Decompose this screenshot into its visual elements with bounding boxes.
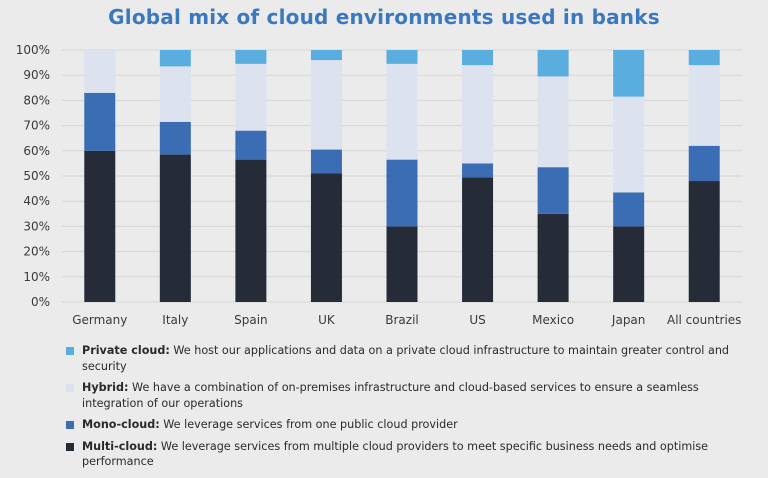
x-tick-label: Japan bbox=[611, 313, 645, 327]
y-tick-label: 70% bbox=[23, 119, 50, 133]
y-tick-label: 40% bbox=[23, 194, 50, 208]
bar-segment-multi-cloud bbox=[310, 173, 342, 302]
legend-item-multi-cloud: Multi-cloud: We leverage services from m… bbox=[66, 439, 746, 470]
y-tick-label: 100% bbox=[16, 43, 50, 57]
bar-segment-multi-cloud bbox=[159, 154, 191, 302]
x-tick-label: All countries bbox=[667, 313, 741, 327]
legend-item-private-cloud: Private cloud: We host our applications … bbox=[66, 343, 746, 374]
bar-segment-private-cloud bbox=[159, 50, 191, 67]
y-tick-label: 60% bbox=[23, 144, 50, 158]
legend-item-mono-cloud: Mono-cloud: We leverage services from on… bbox=[66, 417, 746, 433]
chart-title: Global mix of cloud environments used in… bbox=[108, 5, 660, 29]
bar-segment-multi-cloud bbox=[235, 159, 267, 302]
legend-label: Multi-cloud: bbox=[82, 439, 158, 453]
x-tick-label: Spain bbox=[234, 313, 268, 327]
legend-label: Hybrid: bbox=[82, 381, 129, 394]
bar-segment-mono-cloud bbox=[537, 167, 569, 214]
bar-segment-private-cloud bbox=[537, 50, 569, 77]
stacked-bar-chart: 0% 10% 20% 30% 40% 50% 60% 70% 80% 90% 100% Germany… bbox=[16, 43, 742, 327]
legend-swatch bbox=[66, 347, 74, 355]
legend: Private cloud: We host our applications … bbox=[66, 343, 746, 476]
bar-segment-hybrid bbox=[386, 63, 418, 160]
legend-text: We leverage services from one public clo… bbox=[159, 418, 458, 431]
bar-segment-private-cloud bbox=[310, 50, 342, 61]
bar-segment-multi-cloud bbox=[462, 177, 494, 302]
y-tick-label: 20% bbox=[23, 245, 50, 259]
x-tick-label: Brazil bbox=[385, 313, 419, 327]
bar-segment-multi-cloud bbox=[688, 181, 720, 302]
bar-segment-mono-cloud bbox=[386, 159, 418, 227]
bar-segment-private-cloud bbox=[613, 50, 645, 97]
x-tick-label: Germany bbox=[72, 313, 127, 327]
legend-text: We have a combination of on-premises inf… bbox=[82, 381, 699, 410]
bar-segment-hybrid bbox=[310, 60, 342, 150]
x-tick-label: UK bbox=[318, 313, 336, 327]
bar-segment-hybrid bbox=[235, 63, 267, 131]
bar-segment-hybrid bbox=[462, 65, 494, 164]
y-tick-label: 80% bbox=[23, 93, 50, 107]
bar-segment-hybrid bbox=[613, 96, 645, 193]
legend-swatch bbox=[66, 384, 74, 392]
bar-segment-mono-cloud bbox=[462, 163, 494, 178]
legend-swatch bbox=[66, 421, 74, 429]
y-tick-label: 90% bbox=[23, 68, 50, 82]
legend-item-hybrid: Hybrid: We have a combination of on-prem… bbox=[66, 380, 746, 411]
bar-segment-mono-cloud bbox=[84, 92, 116, 151]
x-tick-label: Mexico bbox=[532, 313, 574, 327]
bar-segment-multi-cloud bbox=[84, 150, 116, 302]
bar-segment-multi-cloud bbox=[613, 226, 645, 302]
bar-segment-hybrid bbox=[537, 76, 569, 168]
bar-segment-mono-cloud bbox=[310, 149, 342, 174]
y-tick-label: 50% bbox=[23, 169, 50, 183]
y-tick-label: 0% bbox=[31, 295, 50, 309]
legend-text: We host our applications and data on a p… bbox=[82, 344, 730, 373]
bar-segment-mono-cloud bbox=[159, 121, 191, 155]
legend-label: Private cloud: bbox=[82, 344, 170, 357]
bar-segment-mono-cloud bbox=[235, 130, 267, 160]
legend-text: We leverage services from multiple cloud… bbox=[82, 439, 709, 469]
bar-segment-hybrid bbox=[688, 65, 720, 146]
legend-swatch bbox=[66, 442, 74, 451]
bar-segment-hybrid bbox=[159, 66, 191, 122]
bar-segment-multi-cloud bbox=[386, 226, 418, 302]
bar-segment-hybrid bbox=[84, 50, 116, 93]
bar-segment-mono-cloud bbox=[688, 145, 720, 182]
bar-segment-multi-cloud bbox=[537, 213, 569, 302]
y-tick-label: 30% bbox=[23, 219, 50, 233]
bar-segment-private-cloud bbox=[688, 50, 720, 66]
legend-label: Mono-cloud: bbox=[82, 418, 160, 431]
y-tick-label: 10% bbox=[23, 270, 50, 284]
bar-segment-private-cloud bbox=[462, 50, 494, 66]
bar-segment-mono-cloud bbox=[613, 192, 645, 227]
x-tick-label: Italy bbox=[162, 313, 188, 327]
x-tick-label: US bbox=[469, 313, 485, 327]
bar-segment-private-cloud bbox=[235, 50, 267, 64]
bar-segment-private-cloud bbox=[386, 50, 418, 64]
